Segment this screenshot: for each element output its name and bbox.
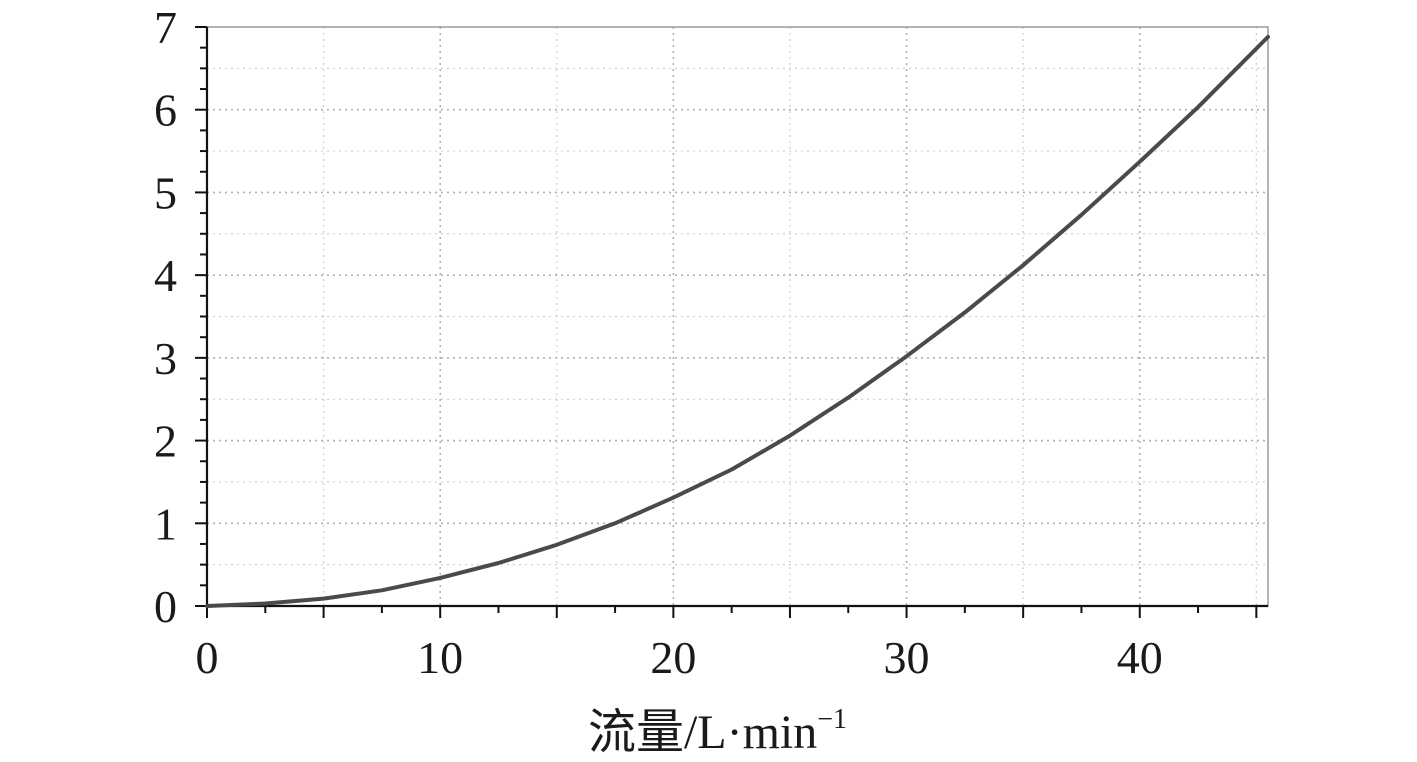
x-tick-label: 10 <box>417 632 463 683</box>
y-tick-label: 0 <box>154 581 177 632</box>
grid <box>207 27 1268 606</box>
x-tick-label: 20 <box>650 632 696 683</box>
tick-labels: 0 1 2 3 4 5 6 7 0 10 20 30 40 <box>154 2 1163 683</box>
y-tick-label: 5 <box>154 167 177 218</box>
series-layer <box>205 34 1270 608</box>
axes <box>195 26 1268 618</box>
x-axis-title: 流量/L·min−1 <box>588 704 847 759</box>
y-tick-label: 1 <box>154 498 177 549</box>
y-tick-label: 6 <box>154 85 177 136</box>
x-tick-label: 30 <box>884 632 930 683</box>
y-tick-label: 2 <box>154 416 177 467</box>
x-tick-label: 40 <box>1117 632 1163 683</box>
series-line <box>205 34 1270 608</box>
y-tick-label: 3 <box>154 333 177 384</box>
x-tick-label: 0 <box>196 632 219 683</box>
y-tick-label: 7 <box>154 2 177 53</box>
y-tick-label: 4 <box>154 250 177 301</box>
